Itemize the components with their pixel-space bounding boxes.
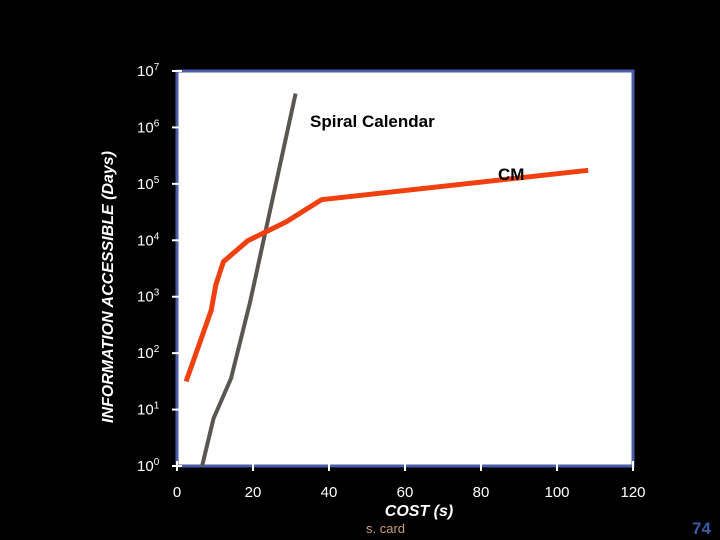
x-tick-label: 40 — [321, 484, 338, 501]
y-tick-exponent: 0 — [154, 457, 160, 468]
x-tick-label: 20 — [245, 484, 262, 501]
series-line-cm — [183, 167, 589, 383]
y-tick-exponent: 4 — [154, 231, 160, 242]
x-tick-label: 100 — [544, 484, 569, 501]
x-tick-labels: 0 20 40 60 80 100 120 — [173, 484, 646, 501]
x-tick-label: 0 — [173, 484, 181, 501]
y-tick-label: 106 — [137, 118, 160, 136]
series-label-spiral: Spiral Calendar — [310, 112, 435, 131]
x-tick-label: 120 — [620, 484, 645, 501]
ticks — [172, 70, 634, 471]
series-lines — [183, 93, 589, 467]
y-axis-label: INFORMATION ACCESSIBLE (Days) — [100, 151, 117, 423]
x-tick-label: 80 — [473, 484, 490, 501]
y-tick-exponent: 5 — [154, 175, 160, 186]
y-tick-exponent: 3 — [154, 288, 160, 299]
y-tick-label: 104 — [137, 231, 160, 249]
page-number: 74 — [692, 519, 711, 538]
x-tick-label: 60 — [397, 484, 414, 501]
y-tick-label: 102 — [137, 344, 160, 362]
plot-area — [175, 69, 635, 468]
y-tick-exponent: 2 — [154, 344, 160, 355]
y-tick-exponent: 6 — [154, 118, 160, 129]
y-tick-exponent: 1 — [154, 401, 160, 412]
y-tick-label: 105 — [137, 175, 160, 193]
y-tick-label: 107 — [137, 62, 160, 80]
x-axis-label: COST (s) — [385, 503, 453, 520]
y-tick-label: 100 — [137, 457, 160, 475]
series-label-cm: CM — [498, 165, 524, 184]
y-tick-label: 103 — [137, 288, 160, 306]
y-tick-exponent: 7 — [154, 62, 160, 73]
y-tick-label: 101 — [137, 401, 160, 419]
credit: s. card — [366, 521, 405, 536]
